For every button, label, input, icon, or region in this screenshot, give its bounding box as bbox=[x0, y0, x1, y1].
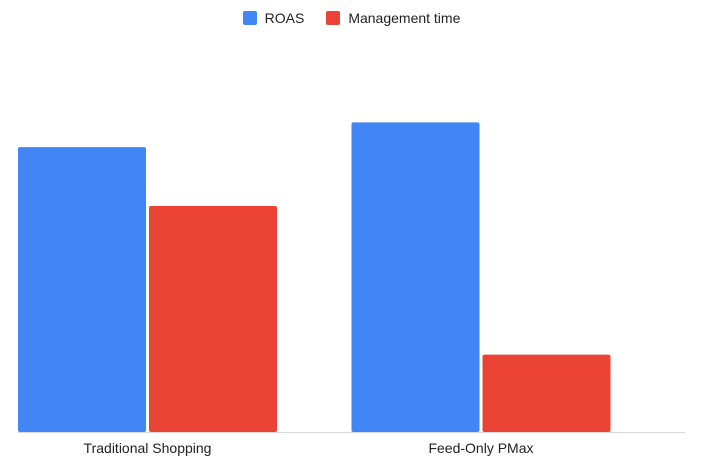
bar-roas-traditional-shopping bbox=[18, 147, 146, 432]
bar-group bbox=[18, 122, 611, 433]
legend-swatch-roas bbox=[242, 11, 257, 25]
legend-item-management-time: Management time bbox=[326, 10, 460, 26]
bar-management-time-traditional-shopping bbox=[149, 205, 277, 432]
legend-label-management-time: Management time bbox=[348, 10, 461, 26]
x-axis-ticks: Traditional Shopping Feed-Only PMax bbox=[84, 440, 534, 456]
x-tick-label: Traditional Shopping bbox=[84, 440, 212, 456]
chart-legend: ROAS Management time bbox=[0, 8, 703, 28]
legend-label-roas: ROAS bbox=[264, 10, 305, 26]
legend-item-roas: ROAS bbox=[242, 10, 305, 26]
legend-swatch-management-time bbox=[326, 11, 341, 25]
bar-roas-feed-only-pmax bbox=[351, 122, 480, 433]
bar-management-time-feed-only-pmax bbox=[482, 354, 611, 432]
x-tick-label: Feed-Only PMax bbox=[428, 440, 533, 456]
